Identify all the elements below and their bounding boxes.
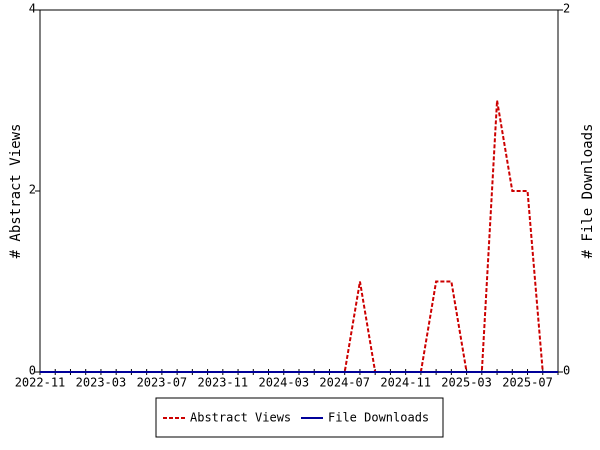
legend-box [155, 397, 444, 438]
x-tick-label: 2025-07 [502, 376, 553, 390]
plot-frame [39, 9, 559, 373]
y2-tick-label: 2 [563, 2, 570, 16]
legend-label: File Downloads [328, 411, 429, 425]
y-tick-label: 4 [29, 2, 36, 16]
x-tick-label: 2024-03 [258, 376, 309, 390]
x-tick-label: 2022-11 [15, 376, 66, 390]
x-tick-label: 2024-11 [380, 376, 431, 390]
legend-label: Abstract Views [190, 411, 291, 425]
y2-tick-label: 0 [563, 364, 570, 378]
y2-axis-title: # File Downloads [580, 124, 596, 259]
x-tick-label: 2025-03 [441, 376, 492, 390]
x-tick-label: 2023-11 [198, 376, 249, 390]
y-tick-label: 2 [29, 183, 36, 197]
x-tick-label: 2023-03 [76, 376, 127, 390]
x-tick-label: 2024-07 [319, 376, 370, 390]
y-tick-label: 0 [29, 364, 36, 378]
x-tick-label: 2023-07 [137, 376, 188, 390]
line-series [40, 100, 558, 373]
y-axis-title: # Abstract Views [8, 124, 24, 259]
